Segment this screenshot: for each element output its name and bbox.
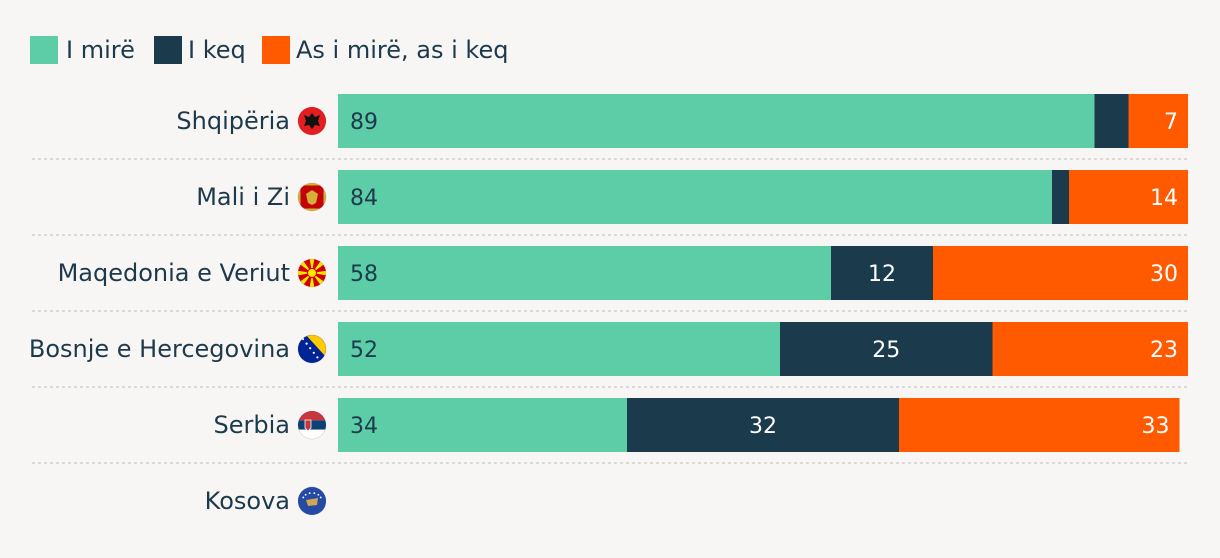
bosnia-flag-icon [297,334,327,364]
bar-segment-i-keq [627,398,899,452]
category-label: Kosova [205,487,290,515]
legend: I mirë I keq As i mirë, as i keq [30,36,508,64]
legend-swatch [154,36,182,64]
category-label: Serbia [214,411,290,439]
data-label: 14 [1150,186,1178,211]
legend-swatch [262,36,290,64]
bar-segment-i-mire [338,170,1052,224]
bar-segment-i-mire [338,398,627,452]
bar-segment-i-keq [831,246,933,300]
bar-segment-as-i-mire-as-i-keq [899,398,1180,452]
bar-segment-as-i-mire-as-i-keq [1128,94,1188,148]
data-label: 23 [1150,338,1178,363]
category-label: Bosnje e Hercegovina [29,335,290,363]
bar-segment-i-keq [1052,170,1069,224]
category-label: Maqedonia e Veriut [58,259,290,287]
legend-label: As i mirë, as i keq [296,36,508,64]
data-label: 32 [749,414,777,439]
bar-segment-i-keq [780,322,993,376]
bar-segment-i-mire [338,322,780,376]
row-kosova: Kosova [205,486,327,516]
bar-segment-i-mire [338,246,831,300]
legend-item-as-i-mire-as-i-keq: As i mirë, as i keq [262,36,508,64]
serbia-flag-icon [297,410,327,440]
row-mali-i-zi: Mali i Zi 84 14 [196,170,1188,224]
north-macedonia-flag-icon [297,258,327,288]
montenegro-flag-icon [297,182,327,212]
row-shqiperia: Shqipëria 89 7 [176,94,1188,148]
data-label: 33 [1142,414,1170,439]
data-label: 30 [1150,262,1178,287]
data-label: 84 [350,186,378,211]
legend-swatch [30,36,58,64]
row-serbia: Serbia 34 32 33 [214,398,1180,452]
data-label: 34 [350,414,378,439]
albania-flag-icon [297,106,327,136]
data-label: 25 [872,338,900,363]
row-maqedonia-e-veriut: Maqedonia e Veriut 58 12 30 [58,246,1188,300]
bar-segment-i-mire [338,94,1095,148]
data-label: 89 [350,110,378,135]
kosovo-flag-icon [297,486,327,516]
bar-segment-as-i-mire-as-i-keq [992,322,1188,376]
legend-item-i-keq: I keq [154,36,246,64]
chart-rows: Shqipëria 89 7 Mali i Zi 84 14 Maqedonia e Ver… [29,94,1188,516]
legend-label: I mirë [66,36,135,64]
data-label: 7 [1164,110,1178,135]
bar-segment-as-i-mire-as-i-keq [933,246,1188,300]
bar-segment-i-keq [1094,94,1129,148]
row-separators [32,158,1188,464]
legend-item-i-mire: I mirë [30,36,135,64]
data-label: 58 [350,262,378,287]
row-bosnje-e-hercegovina: Bosnje e Hercegovina 52 25 23 [29,322,1188,376]
bar-segment-as-i-mire-as-i-keq [1069,170,1188,224]
data-label: 52 [350,338,378,363]
category-label: Mali i Zi [196,183,290,211]
category-label: Shqipëria [176,107,290,135]
data-label: 12 [868,262,896,287]
legend-label: I keq [188,36,246,64]
